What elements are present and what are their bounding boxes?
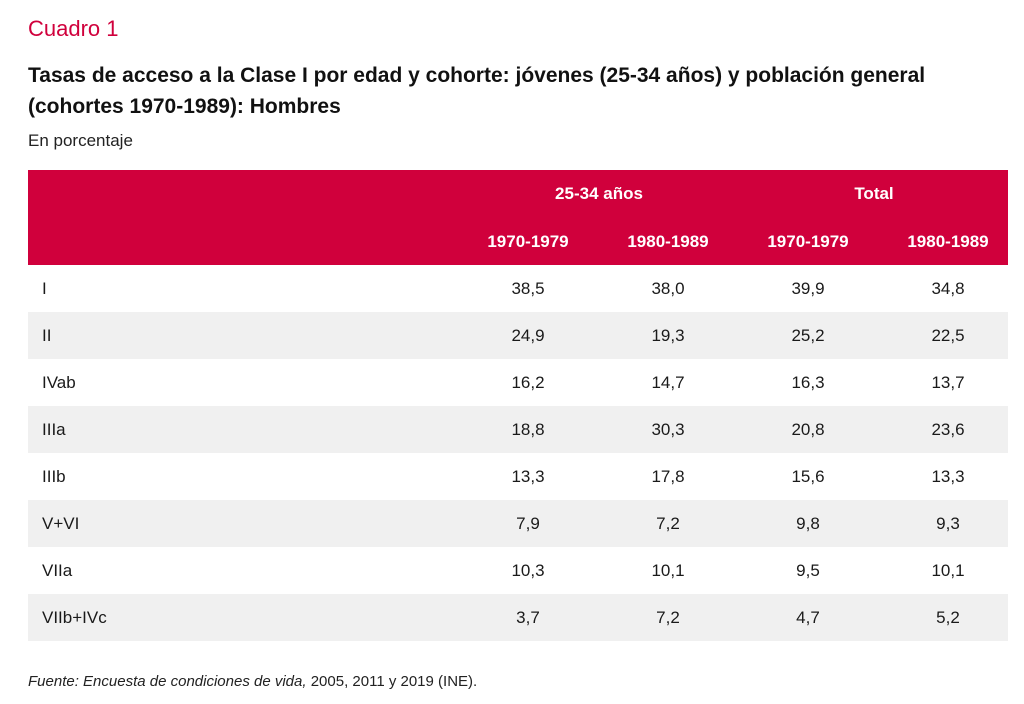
column-header: 1980-1989 — [907, 232, 989, 251]
table-row: II 24,9 19,3 25,2 22,5 — [28, 312, 1008, 359]
column-header: 1970-1979 — [487, 232, 569, 251]
table-row: IIIb 13,3 17,8 15,6 13,3 — [28, 453, 1008, 500]
table-cell: 22,5 — [931, 325, 965, 345]
table-cell: 9,5 — [796, 560, 820, 580]
row-label: VIIb+IVc — [42, 607, 107, 627]
table-cell: 10,3 — [511, 560, 545, 580]
table-cell: 7,2 — [656, 513, 680, 533]
table-cell: 18,8 — [511, 419, 545, 439]
table-cell: 38,5 — [511, 278, 545, 298]
row-label: VIIa — [42, 560, 73, 580]
table-title: Tasas de acceso a la Clase I por edad y … — [28, 64, 926, 118]
table-cell: 4,7 — [796, 607, 820, 627]
table-subtitle: En porcentaje — [28, 131, 133, 150]
table-cell: 13,3 — [931, 466, 965, 486]
table-cell: 38,0 — [651, 278, 685, 298]
row-label: V+VI — [42, 513, 80, 533]
table-cell: 39,9 — [791, 278, 825, 298]
table-cell: 10,1 — [651, 560, 685, 580]
table-cell: 20,8 — [791, 419, 825, 439]
table-row: VIIb+IVc 3,7 7,2 4,7 5,2 — [28, 594, 1008, 641]
table-cell: 15,6 — [791, 466, 825, 486]
table-cell: 13,3 — [511, 466, 545, 486]
table-row: I 38,5 38,0 39,9 34,8 — [28, 265, 1008, 312]
source-note: Fuente: Encuesta de condiciones de vida,… — [28, 673, 477, 690]
row-label: IVab — [42, 372, 76, 392]
table-cell: 23,6 — [931, 419, 965, 439]
row-label: II — [42, 325, 52, 345]
table-row: V+VI 7,9 7,2 9,8 9,3 — [28, 500, 1008, 547]
table-row: IIIa 18,8 30,3 20,8 23,6 — [28, 406, 1008, 453]
table-cell: 5,2 — [936, 607, 960, 627]
table-cell: 17,8 — [651, 466, 685, 486]
table-cell: 34,8 — [931, 278, 965, 298]
group-header-total: Total — [854, 184, 894, 203]
table-cell: 9,3 — [936, 513, 960, 533]
table-cell: 14,7 — [651, 372, 685, 392]
table-cell: 7,2 — [656, 607, 680, 627]
group-header-25-34: 25-34 años — [555, 184, 643, 203]
table-cell: 30,3 — [651, 419, 685, 439]
table-cell: 19,3 — [651, 325, 685, 345]
source-title: Fuente: Encuesta de condiciones de vida, — [28, 673, 307, 690]
table-header: 25-34 años Total 1970-1979 1980-1989 197… — [28, 170, 1008, 265]
row-label: I — [42, 278, 47, 298]
row-label: IIIb — [42, 466, 66, 486]
table-cell: 10,1 — [931, 560, 965, 580]
table-cell: 9,8 — [796, 513, 820, 533]
table-cell: 16,3 — [791, 372, 825, 392]
table-cell: 3,7 — [516, 607, 540, 627]
table-cell: 24,9 — [511, 325, 545, 345]
column-header: 1970-1979 — [767, 232, 849, 251]
row-label: IIIa — [42, 419, 66, 439]
table-cell: 25,2 — [791, 325, 825, 345]
table-number: Cuadro 1 — [28, 16, 119, 41]
table-cell: 7,9 — [516, 513, 540, 533]
table-cell: 16,2 — [511, 372, 545, 392]
table-row: IVab 16,2 14,7 16,3 13,7 — [28, 359, 1008, 406]
column-header: 1980-1989 — [627, 232, 709, 251]
table-row: VIIa 10,3 10,1 9,5 10,1 — [28, 547, 1008, 594]
data-table: 25-34 años Total 1970-1979 1980-1989 197… — [28, 170, 1008, 641]
source-years: 2005, 2011 y 2019 (INE). — [306, 673, 478, 690]
table-cell: 13,7 — [931, 372, 965, 392]
